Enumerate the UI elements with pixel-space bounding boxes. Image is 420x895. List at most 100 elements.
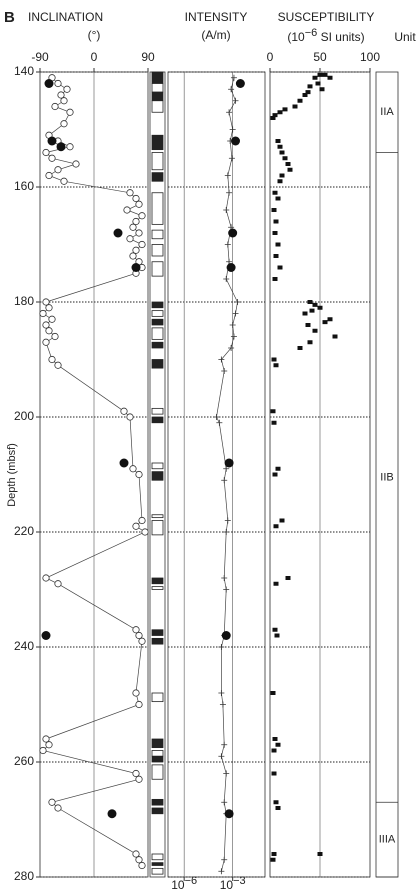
- susceptibility-point: [273, 363, 279, 368]
- susceptibility-point: [271, 357, 277, 362]
- polarity-block: [151, 755, 164, 763]
- polarity-block: [151, 310, 164, 317]
- intensity-point: [218, 868, 225, 875]
- y-tick-label: 220: [14, 524, 34, 538]
- susceptibility-point: [271, 208, 277, 212]
- inclination-point: [132, 850, 140, 858]
- inclination-point: [129, 223, 137, 231]
- susceptibility-point: [279, 150, 285, 155]
- y-tick-label: 160: [14, 179, 34, 193]
- susceptibility-point: [272, 472, 278, 477]
- susceptibility-point: [305, 90, 311, 95]
- intensity-point: [221, 799, 228, 806]
- susceptibility-point: [275, 806, 281, 810]
- inclination-point: [60, 120, 68, 128]
- inclination-point: [135, 200, 143, 208]
- inclination-point: [54, 361, 62, 369]
- susceptibility-point: [273, 581, 279, 586]
- discrete-intensity: [221, 631, 231, 640]
- polarity-block: [151, 229, 164, 240]
- intensity-point: [221, 741, 228, 748]
- y-axis-label: Depth (mbsf): [6, 443, 18, 507]
- unit-suffix: SI units): [317, 30, 364, 44]
- intensity-point: [223, 770, 230, 777]
- susceptibility-point: [271, 420, 277, 425]
- polarity-block: [151, 471, 164, 481]
- polarity-block: [151, 586, 164, 590]
- polarity-block: [151, 244, 164, 257]
- susceptibility-unit: (10−6 SI units): [287, 27, 364, 44]
- polarity-block: [151, 764, 164, 780]
- inclination-point: [51, 102, 59, 111]
- discrete-intensity: [228, 228, 238, 238]
- x-tick-label: 10−6: [171, 875, 197, 892]
- inclination-point: [42, 574, 50, 582]
- inclination-point: [42, 321, 50, 329]
- inclination-point: [54, 79, 62, 88]
- susceptibility-point: [317, 852, 323, 856]
- susceptibility-point: [282, 156, 288, 161]
- inclination-point: [48, 798, 56, 806]
- inclination-point: [48, 154, 56, 162]
- inclination-point: [66, 143, 74, 151]
- susceptibility-point: [270, 857, 276, 862]
- susceptibility-point: [327, 317, 333, 322]
- susceptibility-point: [273, 254, 279, 258]
- unit-label: IIIA: [379, 834, 396, 846]
- intensity-point: [226, 189, 233, 196]
- susceptibility-point: [270, 409, 276, 414]
- susceptibility-point: [307, 84, 313, 89]
- susceptibility-point: [274, 633, 280, 638]
- susceptibility-point: [282, 107, 288, 112]
- inclination-point: [132, 769, 140, 778]
- discrete-inclination: [41, 631, 51, 640]
- susceptibility-point: [271, 852, 277, 856]
- inclination-point: [54, 166, 62, 174]
- discrete-inclination: [113, 228, 123, 238]
- discrete-intensity: [226, 263, 236, 272]
- polarity-block: [151, 853, 164, 861]
- inclination-point: [54, 804, 62, 812]
- x-tick-label: 10−3: [220, 875, 246, 892]
- intensity-point: [218, 753, 225, 760]
- panel-frame: [167, 71, 266, 878]
- x-tick-label: 0: [267, 50, 274, 64]
- y-tick-label: 280: [14, 869, 34, 883]
- inclination-point: [63, 85, 71, 93]
- intensity-point: [218, 690, 225, 696]
- intensity-title: INTENSITY: [185, 10, 248, 24]
- unit-prefix: (10: [287, 30, 305, 44]
- inclination-point: [135, 631, 143, 640]
- susceptibility-point: [287, 167, 293, 172]
- susceptibility-point: [285, 162, 291, 166]
- panel-label: B: [4, 9, 15, 26]
- discrete-inclination: [44, 79, 54, 88]
- susceptibility-point: [297, 346, 303, 350]
- intensity-point: [224, 172, 231, 179]
- polarity-block: [151, 318, 164, 326]
- intensity-point: [223, 276, 230, 282]
- tick-exponent: −3: [233, 875, 246, 887]
- polarity-block: [151, 71, 164, 84]
- inclination-point: [135, 470, 143, 479]
- intensity-point: [226, 109, 233, 116]
- inclination-point: [123, 206, 131, 214]
- susceptibility-point: [307, 340, 313, 345]
- susceptibility-point: [297, 98, 303, 103]
- susceptibility-point: [322, 72, 328, 77]
- inclination-point: [48, 315, 56, 323]
- tick-exponent: −6: [185, 875, 198, 887]
- polarity-block: [151, 692, 164, 703]
- susceptibility-point: [270, 116, 276, 120]
- polarity-block: [151, 83, 164, 93]
- discrete-intensity: [224, 458, 234, 468]
- susceptibility-point: [272, 231, 278, 235]
- x-tick-label: 90: [141, 50, 155, 64]
- susceptibility-point: [317, 72, 323, 77]
- susceptibility-point: [270, 691, 276, 695]
- inclination-point: [135, 700, 143, 709]
- inclination-point: [54, 580, 62, 588]
- polarity-block: [151, 327, 164, 340]
- y-tick-label: 140: [14, 64, 34, 78]
- intensity-point: [224, 517, 231, 524]
